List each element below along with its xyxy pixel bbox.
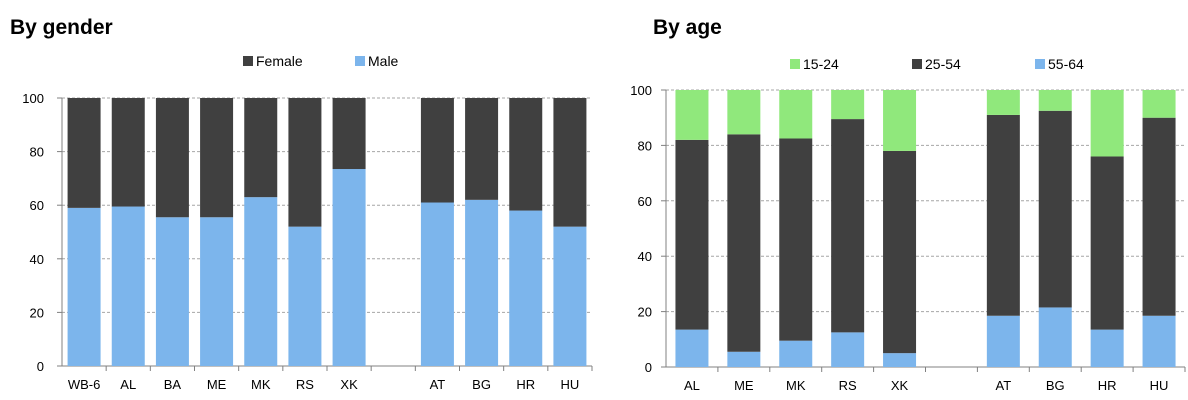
age-x-tick-label: HR xyxy=(1098,378,1117,393)
gender-bar-female-WB-6 xyxy=(67,98,101,208)
gender-bar-female-AL xyxy=(111,98,145,207)
gender-bar-male-MK xyxy=(244,197,278,366)
gender-bar-male-AT xyxy=(420,202,454,366)
age-bar-25-54-RS xyxy=(831,119,865,333)
gender-x-tick-label: MK xyxy=(251,377,271,392)
age-bar-15-24-HU xyxy=(1142,90,1176,118)
gender-x-tick-label: RS xyxy=(296,377,314,392)
age-x-tick-label: MK xyxy=(786,378,806,393)
chart-title-age: By age xyxy=(653,16,722,39)
age-bar-55-64-AL xyxy=(675,329,709,367)
gender-y-tick-label: 0 xyxy=(37,359,44,374)
age-bar-25-54-XK xyxy=(883,150,917,354)
gender-x-tick-label: BG xyxy=(472,377,491,392)
gender-bar-male-BA xyxy=(155,217,189,366)
gender-x-tick-label: HU xyxy=(561,377,580,392)
gender-bar-male-XK xyxy=(332,169,366,366)
age-y-tick-label: 80 xyxy=(638,138,652,153)
gender-bar-female-BG xyxy=(465,98,499,200)
gender-bar-male-AL xyxy=(111,206,145,366)
gender-bar-male-WB-6 xyxy=(67,207,101,366)
gender-bar-female-BA xyxy=(155,98,189,218)
gender-y-tick-label: 80 xyxy=(30,145,44,160)
age-legend-swatch xyxy=(790,59,800,69)
age-chart: 0 20 40 60 80 100 AL ME MK RS XK AT BG HR HU 15-24 25-54… xyxy=(630,56,1186,393)
age-legend-label: 25-54 xyxy=(925,56,961,72)
gender-bar-female-RS xyxy=(288,98,322,227)
age-bar-15-24-XK xyxy=(883,90,917,151)
age-bar-25-54-AT xyxy=(986,114,1020,316)
gender-bar-female-HU xyxy=(553,98,587,227)
age-bar-25-54-AL xyxy=(675,139,709,330)
age-bar-55-64-HU xyxy=(1142,315,1176,367)
age-x-tick-label: ME xyxy=(734,378,754,393)
gender-x-tick-label: HR xyxy=(516,377,535,392)
age-x-tick-label: BG xyxy=(1046,378,1065,393)
age-bar-55-64-AT xyxy=(986,315,1020,367)
age-bar-15-24-AL xyxy=(675,90,709,140)
age-bar-55-64-HR xyxy=(1090,329,1124,367)
gender-bar-male-HR xyxy=(509,210,543,366)
age-bar-55-64-MK xyxy=(779,340,813,367)
age-legend-swatch xyxy=(1035,59,1045,69)
gender-x-tick-label: AT xyxy=(430,377,446,392)
age-x-tick-label: RS xyxy=(839,378,857,393)
age-bar-15-24-RS xyxy=(831,90,865,120)
age-bar-25-54-ME xyxy=(727,134,761,352)
gender-x-tick-label: WB-6 xyxy=(68,377,101,392)
gender-x-tick-label: ME xyxy=(207,377,227,392)
chart-title-gender: By gender xyxy=(10,16,113,39)
gender-bar-female-HR xyxy=(509,98,543,211)
gender-chart: 0 20 40 60 80 100 WB-6 AL BA ME MK RS XK AT BG HR HU Fema… xyxy=(22,53,593,392)
age-bar-55-64-ME xyxy=(727,351,761,367)
age-bar-25-54-MK xyxy=(779,138,813,341)
gender-bar-male-BG xyxy=(465,199,499,366)
gender-y-tick-label: 100 xyxy=(22,91,44,106)
age-y-tick-label: 0 xyxy=(645,360,652,375)
gender-bar-male-HU xyxy=(553,226,587,366)
gender-y-tick-label: 60 xyxy=(30,198,44,213)
age-y-tick-label: 40 xyxy=(638,249,652,264)
age-bar-15-24-MK xyxy=(779,90,813,139)
gender-bar-female-MK xyxy=(244,98,278,198)
gender-bar-male-ME xyxy=(200,217,234,366)
age-bar-55-64-BG xyxy=(1038,307,1072,367)
gender-bar-male-RS xyxy=(288,226,322,366)
gender-x-tick-label: BA xyxy=(164,377,182,392)
age-legend-swatch xyxy=(912,59,922,69)
gender-legend-label: Male xyxy=(368,53,399,69)
gender-x-tick-label: AL xyxy=(120,377,136,392)
age-bar-55-64-XK xyxy=(883,353,917,367)
age-bar-15-24-ME xyxy=(727,90,761,135)
gender-y-tick-label: 20 xyxy=(30,305,44,320)
age-legend-label: 15-24 xyxy=(803,56,839,72)
gender-bar-female-AT xyxy=(420,98,454,203)
gender-bar-female-ME xyxy=(200,98,234,218)
age-legend-label: 55-64 xyxy=(1048,56,1084,72)
gender-bar-female-XK xyxy=(332,98,366,170)
age-bar-25-54-HR xyxy=(1090,156,1124,330)
gender-y-tick-label: 40 xyxy=(30,252,44,267)
age-x-tick-label: AL xyxy=(684,378,700,393)
gender-x-tick-label: XK xyxy=(340,377,358,392)
age-x-tick-label: XK xyxy=(891,378,909,393)
gender-legend-swatch xyxy=(355,56,365,66)
gender-legend-label: Female xyxy=(256,53,303,69)
age-bar-15-24-AT xyxy=(986,90,1020,115)
age-y-tick-label: 100 xyxy=(630,83,652,98)
age-y-tick-label: 60 xyxy=(638,194,652,209)
age-bar-15-24-BG xyxy=(1038,90,1072,111)
age-bar-55-64-RS xyxy=(831,332,865,367)
age-x-tick-label: HU xyxy=(1150,378,1169,393)
age-bar-25-54-HU xyxy=(1142,117,1176,316)
age-y-tick-label: 20 xyxy=(638,305,652,320)
age-bar-15-24-HR xyxy=(1090,90,1124,157)
age-bar-25-54-BG xyxy=(1038,110,1072,308)
gender-legend-swatch xyxy=(243,56,253,66)
age-x-tick-label: AT xyxy=(996,378,1012,393)
